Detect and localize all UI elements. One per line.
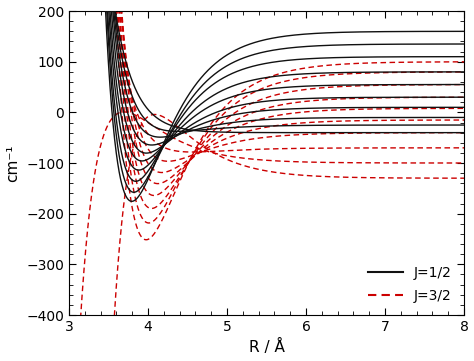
Y-axis label: cm⁻¹: cm⁻¹ bbox=[6, 144, 20, 182]
X-axis label: R / Å: R / Å bbox=[248, 339, 284, 356]
Legend: J=1/2, J=3/2: J=1/2, J=3/2 bbox=[362, 261, 457, 308]
